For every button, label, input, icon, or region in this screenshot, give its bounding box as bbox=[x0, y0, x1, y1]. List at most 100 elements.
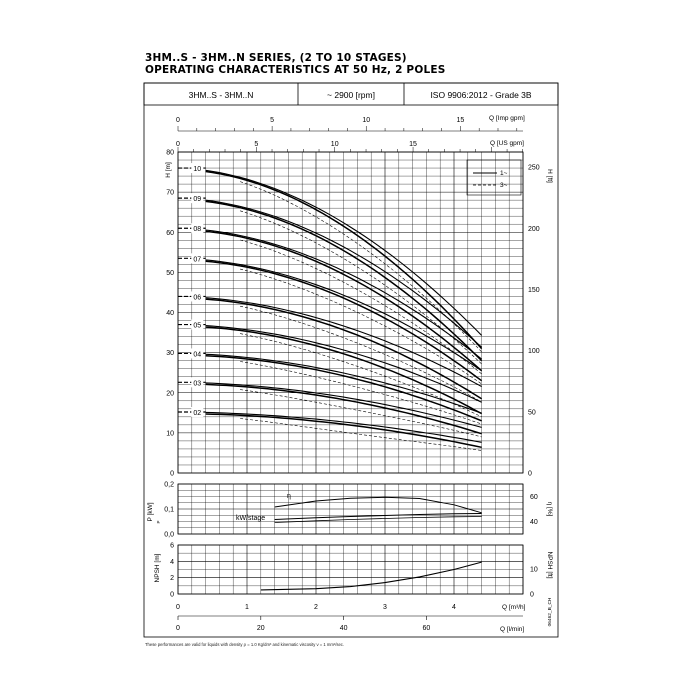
legend-single-phase: 1~ bbox=[500, 170, 508, 177]
curve-stage-04-1ph bbox=[205, 353, 482, 414]
stage-label-05: 05 bbox=[193, 323, 201, 330]
title-line-2: OPERATING CHARACTERISTICS AT 50 Hz, 2 PO… bbox=[145, 64, 446, 76]
y-tick-label-h: 30 bbox=[166, 350, 174, 357]
curve-stage-10-3ph bbox=[205, 170, 483, 350]
curve-stage-05-dashed bbox=[240, 333, 482, 418]
x-tick-label-lmin: 0 bbox=[176, 625, 180, 632]
x-tick-label-imp: 5 bbox=[270, 117, 274, 124]
q-m3h-label: Q [m³/h] bbox=[502, 604, 526, 611]
npsh-curve bbox=[260, 561, 482, 591]
header-row bbox=[143, 82, 559, 106]
q-lmin-label: Q [l/min] bbox=[500, 626, 524, 633]
eta-axis-label: η [%] bbox=[546, 502, 553, 517]
x-tick-label-m3h: 1 bbox=[245, 604, 249, 611]
x-tick-label-imp: 0 bbox=[176, 117, 180, 124]
y-tick-label-ft: 250 bbox=[528, 165, 540, 172]
eta-curve bbox=[274, 496, 482, 514]
stage-label-02: 02 bbox=[193, 410, 201, 417]
q-us-label: Q [US gpm] bbox=[490, 140, 524, 147]
stage-label-04: 04 bbox=[193, 351, 201, 358]
curve-stage-03-dashed bbox=[240, 389, 482, 438]
curve-stage-08-dashed bbox=[240, 239, 482, 375]
y-tick-label-npsh: 6 bbox=[170, 543, 174, 550]
curve-stage-09-1ph bbox=[205, 199, 482, 348]
y-tick-label-h: 60 bbox=[166, 230, 174, 237]
x-tick-label-us: 0 bbox=[176, 141, 180, 148]
y-tick-label-h: 50 bbox=[166, 270, 174, 277]
title-line-1: 3HM..S - 3HM..N SERIES, (2 TO 10 STAGES) bbox=[145, 52, 407, 64]
y-tick-label-h: 0 bbox=[170, 471, 174, 478]
curve-stage-07-1ph bbox=[205, 259, 482, 372]
legend-box bbox=[466, 159, 522, 196]
stage-label-10: 10 bbox=[193, 166, 201, 173]
curve-stage-05-3ph bbox=[205, 326, 482, 415]
h-m-label: H [m] bbox=[165, 162, 172, 178]
curve-stage-06-1ph bbox=[205, 297, 482, 387]
y-tick-label-h: 20 bbox=[166, 390, 174, 397]
drawing-code: 06462_B_CH bbox=[547, 597, 553, 626]
curve-stage-04-dashed bbox=[240, 361, 482, 425]
kw-stage-curve bbox=[274, 513, 482, 520]
kw-stage-curve-3ph bbox=[274, 516, 482, 523]
y-tick-label-h: 70 bbox=[166, 190, 174, 197]
y-tick-label-p: 0,0 bbox=[164, 532, 174, 539]
stage-label-09: 09 bbox=[193, 196, 201, 203]
curve-stage-05-1ph bbox=[205, 325, 482, 403]
stage-label-bg bbox=[191, 377, 204, 388]
x-tick-label-lmin: 60 bbox=[423, 625, 431, 632]
stage-label-06: 06 bbox=[193, 294, 201, 301]
stage-label-bg bbox=[191, 253, 204, 264]
y-tick-label-h: 80 bbox=[166, 150, 174, 157]
y-tick-label-p: 0,2 bbox=[164, 482, 174, 489]
pp-label: P [kW] bbox=[147, 502, 154, 521]
stage-label-bg bbox=[191, 163, 204, 174]
npsh-m-label: NPSH [m] bbox=[154, 553, 161, 582]
x-tick-label-imp: 15 bbox=[456, 117, 464, 124]
stage-label-bg bbox=[191, 348, 204, 359]
header-model: 3HM..S - 3HM..N bbox=[189, 90, 254, 100]
curve-stage-10-1ph bbox=[205, 169, 482, 336]
kw-curve-label: kW/stage bbox=[236, 515, 265, 522]
stage-label-bg bbox=[191, 223, 204, 234]
stage-label-08: 08 bbox=[193, 226, 201, 233]
y-tick-label-h: 10 bbox=[166, 430, 174, 437]
x-tick-label-m3h: 3 bbox=[383, 604, 387, 611]
x-tick-label-lmin: 40 bbox=[340, 625, 348, 632]
legend-three-phase: 3~ bbox=[500, 182, 508, 189]
curve-stage-03-3ph bbox=[205, 383, 482, 435]
h-ft-label: H [ft] bbox=[546, 169, 553, 183]
npsh-ft-label: NPSH [ft] bbox=[546, 551, 553, 578]
y-tick-label-ft: 50 bbox=[528, 409, 536, 416]
pp-sub: P bbox=[156, 520, 161, 523]
footnote: These performances are valid for liquids… bbox=[145, 642, 345, 647]
header-speed: ~ 2900 [rpm] bbox=[327, 90, 375, 100]
y-tick-label-npsh: 2 bbox=[170, 575, 174, 582]
y-tick-label-npsh-ft: 10 bbox=[530, 567, 538, 574]
curve-stage-02-3ph bbox=[205, 413, 482, 449]
y-tick-label-ft: 100 bbox=[528, 348, 540, 355]
curve-stage-07-dashed bbox=[240, 268, 482, 385]
y-tick-label-npsh: 0 bbox=[170, 592, 174, 599]
x-tick-label-us: 10 bbox=[331, 141, 339, 148]
curve-stage-10-dashed bbox=[240, 181, 482, 353]
curve-stage-07-3ph bbox=[205, 260, 483, 382]
y-tick-label-eta: 60 bbox=[530, 494, 538, 501]
y-tick-label-ft: 150 bbox=[528, 287, 540, 294]
curve-stage-08-3ph bbox=[205, 230, 483, 372]
curve-stage-04-3ph bbox=[205, 354, 482, 422]
q-imp-label: Q [Imp gpm] bbox=[489, 115, 525, 122]
y-tick-label-ft: 0 bbox=[528, 471, 532, 478]
curve-stage-03-1ph bbox=[205, 382, 482, 428]
x-tick-label-imp: 10 bbox=[362, 117, 370, 124]
curve-stage-06-3ph bbox=[205, 298, 482, 400]
curve-stage-02-dashed bbox=[240, 418, 482, 451]
y-tick-label-npsh-ft: 0 bbox=[530, 592, 534, 599]
curve-stage-09-3ph bbox=[205, 200, 483, 362]
stage-label-bg bbox=[191, 291, 204, 302]
y-tick-label-p: 0,1 bbox=[164, 507, 174, 514]
stage-label-bg bbox=[191, 407, 204, 418]
stage-label-bg bbox=[191, 319, 204, 330]
x-tick-label-m3h: 2 bbox=[314, 604, 318, 611]
x-tick-label-us: 5 bbox=[254, 141, 258, 148]
